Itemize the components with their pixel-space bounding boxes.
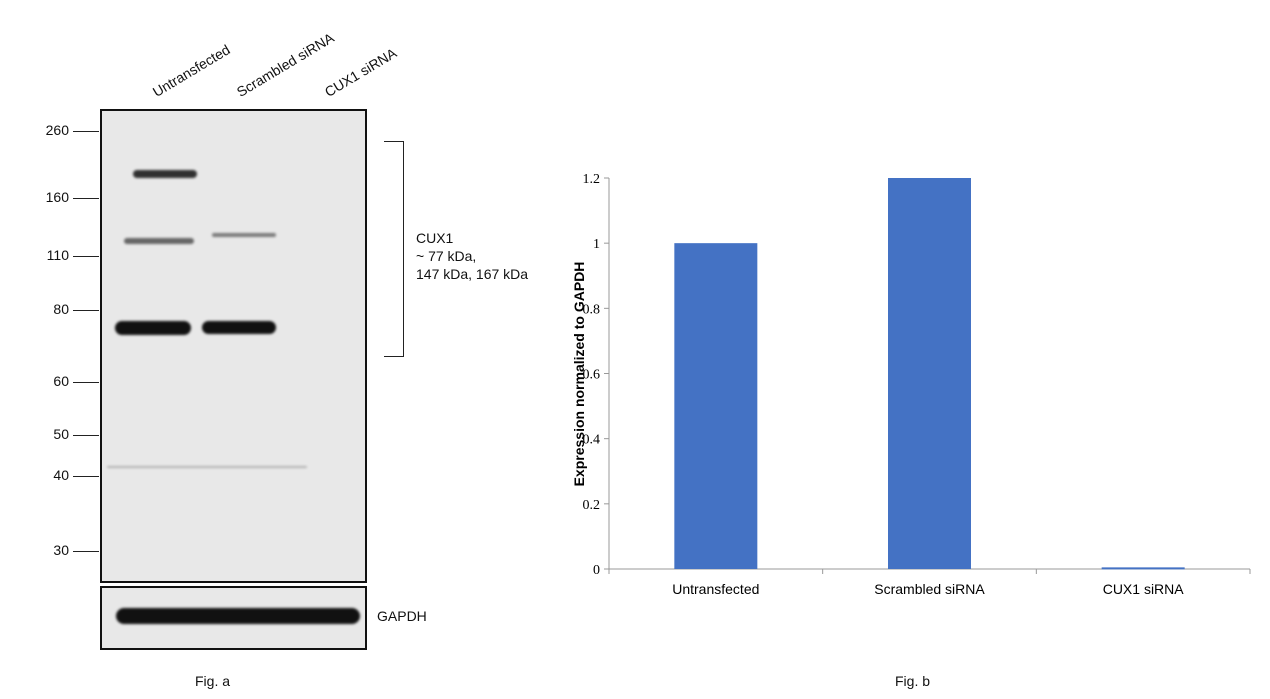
x-tick-label: Untransfected — [672, 581, 759, 597]
target-label: CUX1 ~ 77 kDa, 147 kDa, 167 kDa — [416, 229, 528, 283]
y-tick-label: 0.8 — [583, 302, 601, 317]
target-mw: ~ 77 kDa, — [416, 248, 477, 264]
mw-tick — [73, 382, 99, 383]
loading-control-label: GAPDH — [377, 608, 427, 624]
bar — [1101, 567, 1185, 570]
figure-caption: Fig. a — [195, 673, 231, 689]
y-tick-label: 0.6 — [583, 368, 601, 383]
y-tick-label: 0.2 — [583, 498, 601, 513]
target-name: CUX1 — [416, 230, 454, 246]
band-147kda — [124, 238, 194, 244]
band-faint — [107, 466, 307, 468]
mw-marker: 50 — [53, 426, 69, 442]
x-tick-label: CUX1 siRNA — [1103, 581, 1185, 597]
y-tick-label: 1 — [593, 237, 600, 252]
mw-tick — [73, 198, 99, 199]
y-tick-label: 0.4 — [583, 433, 601, 448]
mw-tick — [73, 435, 99, 436]
mw-marker: 80 — [53, 301, 69, 317]
band-147kda — [212, 233, 276, 237]
band-gapdh — [116, 608, 360, 624]
target-mw: 147 kDa, 167 kDa — [416, 266, 529, 282]
mw-marker: 60 — [53, 373, 69, 389]
mw-tick — [73, 476, 99, 477]
mw-marker: 160 — [45, 189, 69, 205]
mw-tick — [73, 256, 99, 257]
mw-marker: 40 — [53, 467, 69, 483]
band-77kda — [115, 321, 191, 335]
y-axis-label: Expression normalized to GAPDH — [571, 262, 587, 487]
cux1-blot-panel — [100, 109, 367, 583]
figure-caption: Fig. b — [895, 673, 931, 689]
mw-marker: 260 — [45, 122, 69, 138]
bar — [674, 243, 758, 569]
mw-marker: 30 — [53, 542, 69, 558]
mw-marker: 110 — [46, 247, 69, 263]
bracket — [384, 141, 404, 357]
mw-tick — [73, 310, 99, 311]
mw-tick — [73, 131, 99, 132]
y-tick-label: 0 — [593, 563, 600, 578]
y-tick-label: 1.2 — [583, 172, 601, 187]
band-77kda — [202, 321, 276, 334]
x-tick-label: Scrambled siRNA — [874, 581, 985, 597]
band-167kda — [133, 170, 197, 178]
gapdh-blot-panel — [100, 586, 367, 650]
mw-tick — [73, 551, 99, 552]
bar — [888, 178, 971, 569]
